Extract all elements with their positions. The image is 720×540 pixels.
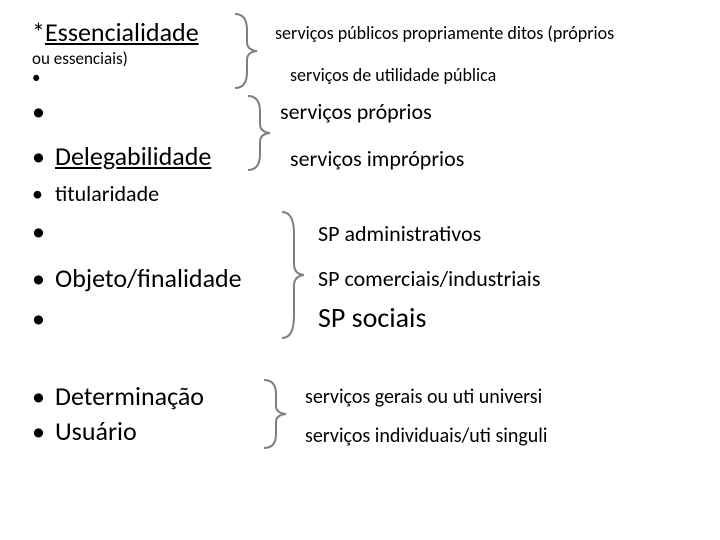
titularidade-bullet: •: [32, 180, 43, 207]
titularidade-label: titularidade: [55, 180, 159, 207]
determ-right-2: serviços individuais/uti singuli: [305, 424, 547, 448]
proprios-label: serviços próprios: [280, 98, 432, 125]
heading-title-text: Essencialidade: [45, 16, 199, 48]
objeto-title: Objeto/finalidade: [55, 262, 242, 294]
determ-line1: Determinação: [55, 380, 204, 412]
deleg-title: Delegabilidade: [55, 140, 211, 172]
heading-cont: ou essenciais): [32, 48, 128, 69]
determ-bullet-2: •: [32, 415, 45, 447]
brace-icon-3: [272, 210, 308, 340]
determ-line2: Usuário: [55, 415, 137, 447]
essenc-right-2: serviços de utilidade pública: [290, 64, 496, 86]
essenc-right-1: serviços públicos propriamente ditos (pr…: [275, 22, 614, 44]
bullet-big-3: •: [32, 302, 45, 334]
objeto-bullet: •: [32, 262, 45, 294]
bullet-big-2: •: [32, 215, 45, 247]
bullet-big-1: •: [32, 95, 45, 127]
heading-title: *Essencialidade: [32, 16, 199, 48]
determ-right-1: serviços gerais ou uti universi: [305, 385, 542, 409]
brace-icon-1: [225, 12, 261, 90]
heading-prefix: *: [32, 16, 45, 48]
bullet-small-1: •: [32, 67, 40, 88]
deleg-bullet: •: [32, 140, 45, 172]
determ-bullet-1: •: [32, 380, 45, 412]
objeto-right-1: SP administrativos: [318, 220, 481, 247]
brace-icon-4: [254, 378, 290, 450]
objeto-right-3: SP sociais: [318, 300, 426, 335]
objeto-right-2: SP comerciais/industriais: [318, 265, 540, 292]
deleg-right: serviços impróprios: [290, 145, 464, 172]
brace-icon-2: [238, 94, 274, 172]
